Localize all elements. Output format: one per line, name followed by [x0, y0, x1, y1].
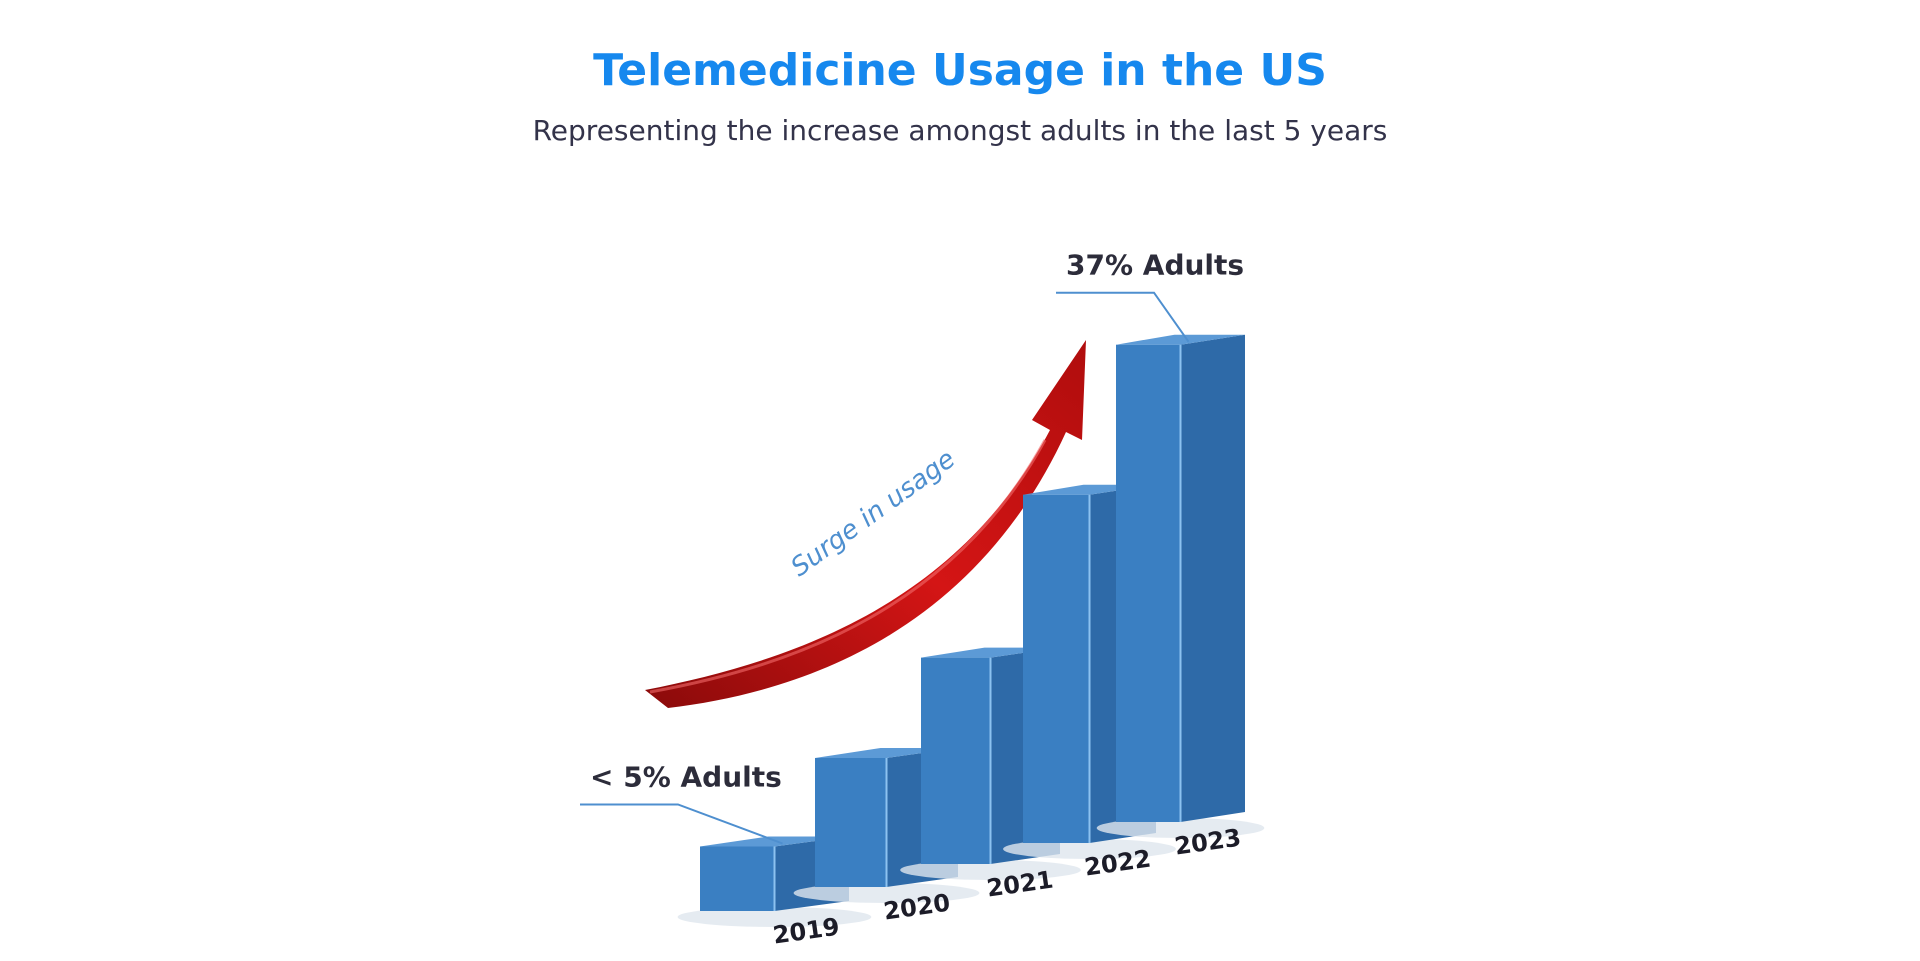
chart-subtitle: Representing the increase amongst adults…	[533, 114, 1388, 147]
value-label: < 5% Adults	[590, 761, 782, 794]
bar-side	[1180, 334, 1245, 822]
arrow-shape	[645, 340, 1086, 708]
bar-shadow	[900, 860, 1081, 880]
leader-line	[1056, 291, 1190, 343]
bar-top	[1116, 334, 1245, 345]
bar	[815, 758, 887, 887]
bar-shadow	[1096, 818, 1265, 838]
bar-shadow	[793, 883, 980, 903]
leader-line	[580, 803, 783, 845]
bar-shadow	[1003, 839, 1176, 859]
chart-title: Telemedicine Usage in the US	[593, 45, 1327, 96]
bar	[1023, 494, 1090, 843]
bar	[921, 657, 991, 864]
annotation: Surge in usage	[786, 444, 961, 583]
bar	[1116, 344, 1181, 822]
bar	[700, 846, 775, 911]
bar-shadow	[677, 907, 872, 927]
surge-arrow	[645, 340, 1086, 708]
value-label: 37% Adults	[1066, 249, 1244, 282]
arrow-highlight	[649, 439, 1047, 694]
